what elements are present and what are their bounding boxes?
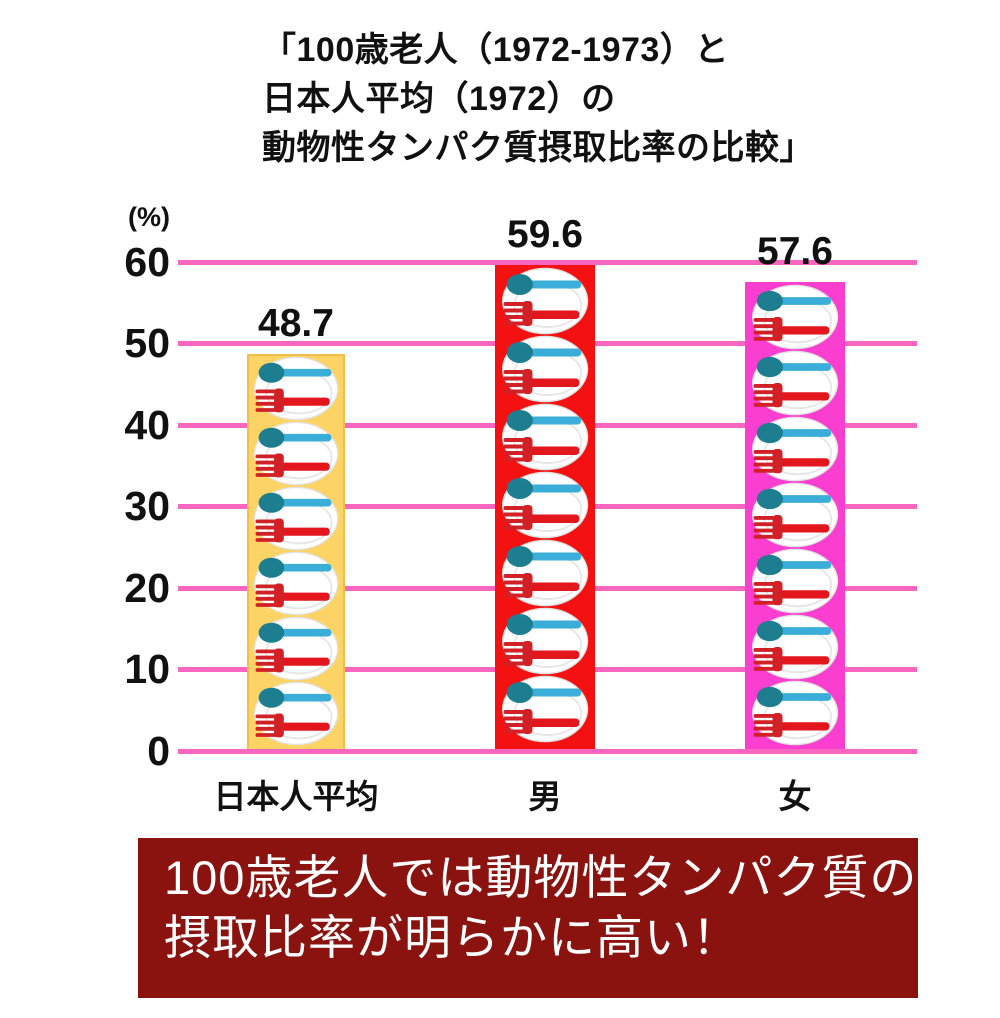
callout-line-1: 100歳老人では動物性タンパク質の	[164, 851, 918, 904]
plate-spoon-fork-icon	[253, 486, 339, 551]
y-axis-tick-label-0: 0	[147, 727, 170, 774]
chart-title: 「100歳老人（1972-1973）と 日本人平均（1972）の 動物性タンパク…	[262, 26, 814, 173]
plate-spoon-fork-icon	[751, 680, 839, 746]
chart-title-line-3: 動物性タンパク質摂取比率の比較」	[262, 129, 814, 167]
plate-spoon-fork-icon	[501, 607, 589, 675]
bar-value-label-日本人平均: 48.7	[258, 302, 334, 345]
plate-spoon-fork-icon	[501, 471, 589, 539]
callout-line-2: 摂取比率が明らかに高い！	[164, 911, 740, 964]
plate-spoon-fork-icon	[751, 284, 839, 350]
y-axis-unit-label: (%)	[128, 202, 170, 232]
chart-title-line-2: 日本人平均（1972）の	[262, 80, 616, 118]
plot-area: 0 10 20 30 40 50 60 48.7 日本人平均 59.6 男 57.6 女	[124, 213, 917, 815]
y-axis-tick-label-10: 10	[124, 646, 170, 692]
plate-spoon-fork-icon	[253, 681, 339, 746]
y-axis-tick-label-40: 40	[124, 401, 170, 448]
plate-spoon-fork-icon	[253, 551, 339, 616]
y-axis-tick-label-20: 20	[124, 564, 170, 611]
plate-spoon-fork-icon	[751, 482, 839, 548]
bar-value-label-男: 59.6	[507, 213, 583, 256]
plate-spoon-fork-icon	[253, 356, 339, 421]
y-axis-tick-label-60: 60	[124, 238, 170, 285]
x-axis-category-label-日本人平均: 日本人平均	[213, 778, 379, 815]
plate-spoon-fork-icon	[751, 350, 839, 416]
plate-spoon-fork-icon	[751, 416, 839, 482]
plate-spoon-fork-icon	[751, 548, 839, 614]
bar-日本人平均	[247, 354, 345, 751]
chart-title-line-1: 「100歳老人（1972-1973）と	[262, 31, 729, 69]
bar-男	[495, 265, 595, 751]
plate-spoon-fork-icon	[501, 267, 589, 335]
plate-spoon-fork-icon	[751, 614, 839, 680]
plate-spoon-fork-icon	[501, 403, 589, 471]
y-axis-tick-label-50: 50	[124, 320, 170, 366]
plate-spoon-fork-icon	[501, 539, 589, 607]
callout-banner: 100歳老人では動物性タンパク質の 摂取比率が明らかに高い！	[138, 838, 918, 998]
gridline-0	[178, 748, 917, 754]
x-axis-category-label-男: 男	[528, 778, 562, 815]
bar-女	[745, 282, 845, 751]
plate-spoon-fork-icon	[253, 421, 339, 486]
plate-spoon-fork-icon	[501, 675, 589, 743]
x-axis-category-label-女: 女	[778, 778, 812, 815]
gridline-60	[178, 259, 917, 265]
plate-spoon-fork-icon	[253, 616, 339, 681]
bar-value-label-女: 57.6	[757, 230, 833, 273]
y-axis-tick-label-30: 30	[124, 483, 170, 529]
plate-spoon-fork-icon	[501, 335, 589, 403]
